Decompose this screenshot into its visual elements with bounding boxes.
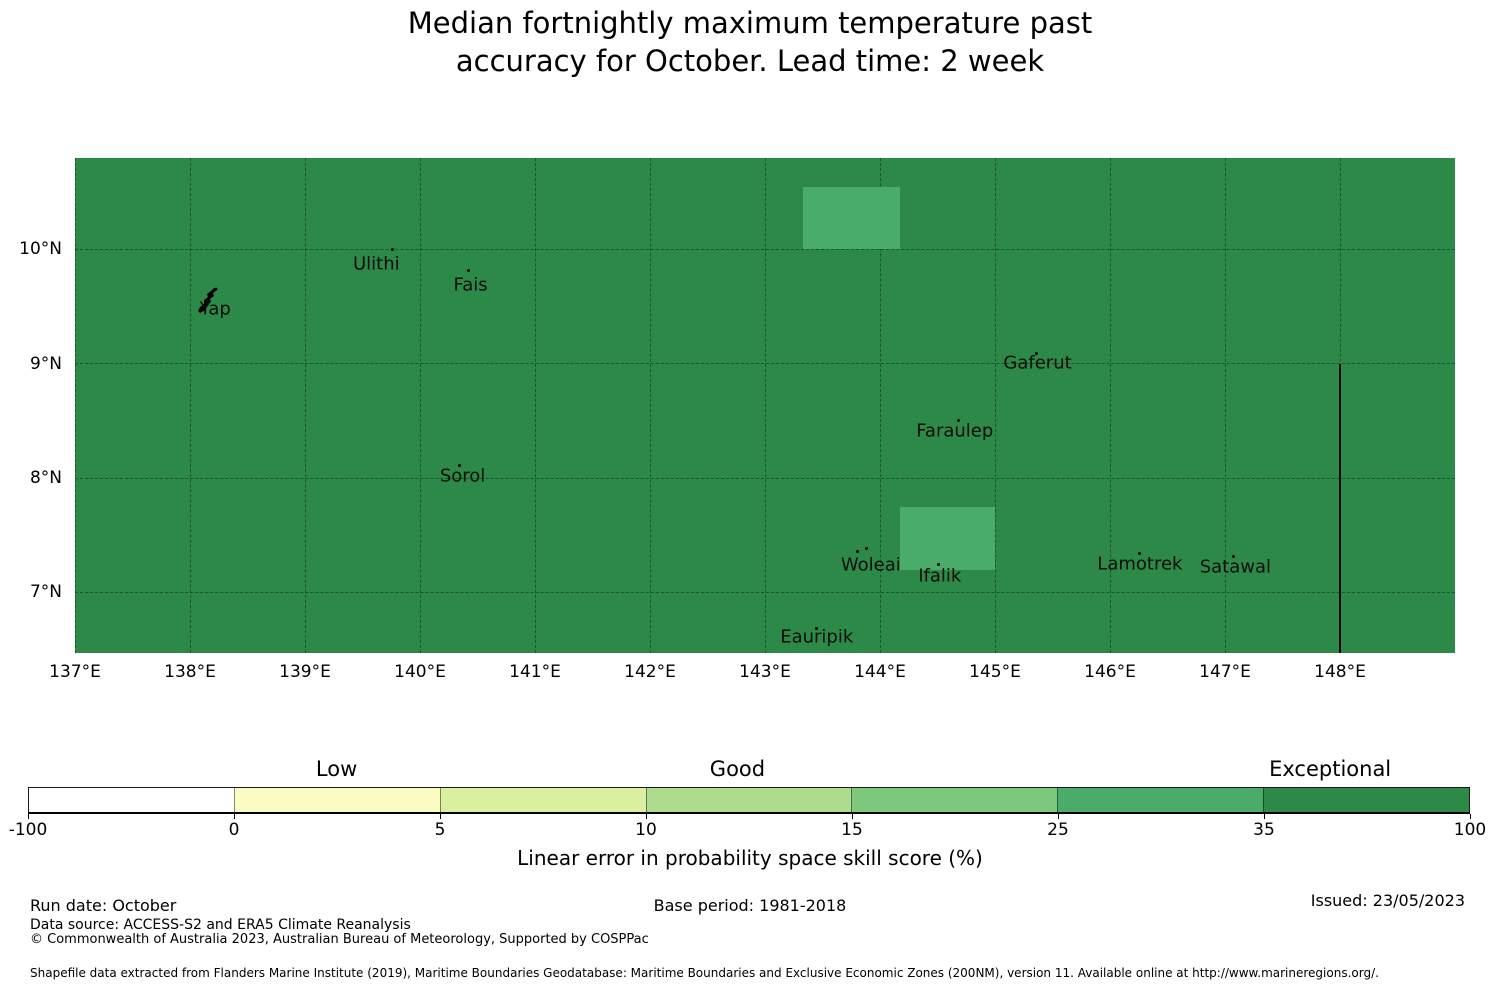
x-tick-label: 137°E — [49, 662, 101, 682]
island-label-ulithi: Ulithi — [352, 253, 400, 275]
colorbar-quality-labels: Low Good Exceptional — [28, 757, 1470, 785]
island-label-lamotrek: Lamotrek — [1097, 553, 1183, 575]
meridian-gridline — [1224, 158, 1226, 653]
colorbar-tick-label: -100 — [8, 820, 48, 840]
island-label-satawal: Satawal — [1199, 556, 1271, 578]
colorbar-tick-label: 15 — [841, 820, 863, 840]
parallel-gridline — [75, 363, 1455, 365]
colorbar-tick — [851, 814, 853, 819]
colorbar-tick — [439, 814, 441, 819]
x-tick-label: 142°E — [624, 662, 676, 682]
colorbar-quality-label-low: Low — [315, 757, 358, 781]
maritime-boundary-line — [1339, 363, 1341, 653]
parallel-gridline — [75, 477, 1455, 479]
colorbar-segment-35-100 — [1263, 788, 1470, 812]
figure-title-line1: Median fortnightly maximum temperature p… — [407, 6, 1093, 40]
meridian-gridline — [649, 158, 651, 653]
meridian-gridline — [304, 158, 306, 653]
island-marker-sorol — [457, 464, 461, 468]
base-period-text: Base period: 1981-2018 — [653, 896, 847, 915]
meridian-gridline — [189, 158, 191, 653]
copyright-text: © Commonwealth of Australia 2023, Austra… — [30, 932, 649, 947]
run-date-text: Run date: October — [30, 896, 177, 915]
colorbar-segment-0-5 — [233, 788, 440, 812]
meridian-gridline — [764, 158, 766, 653]
colorbar-tick-label: 0 — [228, 820, 240, 840]
island-marker-ulithi — [391, 247, 395, 251]
island-marker-gaferut — [1034, 351, 1038, 355]
island-label-gaferut: Gaferut — [1003, 352, 1072, 374]
colorbar-axis-label: Linear error in probability space skill … — [517, 846, 983, 870]
colorbar-tick — [233, 814, 235, 819]
x-tick-label: 141°E — [509, 662, 561, 682]
island-label-fais: Fais — [453, 274, 488, 296]
data-source-text: Data source: ACCESS-S2 and ERA5 Climate … — [30, 917, 411, 933]
colorbar-tick — [1469, 814, 1471, 819]
x-tick-label: 145°E — [969, 662, 1021, 682]
parallel-gridline — [75, 248, 1455, 250]
island-marker-satawal — [1231, 555, 1235, 559]
y-tick-label: 7°N — [29, 582, 62, 603]
meridian-gridline — [1109, 158, 1111, 653]
x-tick-label: 143°E — [739, 662, 791, 682]
figure-title-line2: accuracy for October. Lead time: 2 week — [455, 44, 1045, 78]
figure-title: Median fortnightly maximum temperature p… — [0, 4, 1500, 80]
y-axis: 10°N 9°N 8°N 7°N — [0, 158, 62, 653]
colorbar-quality-label-good: Good — [709, 757, 766, 781]
colorbar-quality-label-exceptional: Exceptional — [1269, 757, 1392, 781]
island-label-sorol: Sorol — [439, 465, 486, 487]
shapefile-note-text: Shapefile data extracted from Flanders M… — [30, 966, 1379, 980]
island-label-woleai: Woleai — [840, 554, 901, 576]
meridian-gridline — [879, 158, 881, 653]
y-tick-label: 8°N — [29, 468, 62, 489]
island-marker-woleai — [864, 547, 868, 551]
island-label-eauripik: Eauripik — [780, 626, 854, 648]
issued-date-text: Issued: 23/05/2023 — [1310, 891, 1465, 910]
island-marker-lamotrek — [1138, 552, 1142, 556]
colorbar-segment-15-25 — [851, 788, 1058, 812]
colorbar — [28, 787, 1470, 814]
colorbar-tick — [1263, 814, 1265, 819]
x-tick-label: 139°E — [279, 662, 331, 682]
x-tick-label: 147°E — [1199, 662, 1251, 682]
island-marker-fais — [466, 268, 470, 272]
meridian-gridline — [419, 158, 421, 653]
colorbar-segment-5-10 — [439, 788, 646, 812]
island-label-faraulep: Faraulep — [916, 420, 994, 442]
x-axis: 137°E 138°E 139°E 140°E 141°E 142°E 143°E 144°E… — [49, 662, 1455, 688]
colorbar-tick — [645, 814, 647, 819]
x-tick-label: 138°E — [164, 662, 216, 682]
island-marker-woleai — [855, 549, 859, 553]
colorbar-tick-label: 5 — [434, 820, 446, 840]
x-tick-label: 148°E — [1314, 662, 1366, 682]
colorbar-segment-10-15 — [645, 788, 852, 812]
parallel-gridline — [75, 591, 1455, 593]
colorbar-segment--100-0 — [29, 788, 234, 812]
colorbar-tick-label: 100 — [1453, 820, 1487, 840]
map-area: Ulithi Fais Yap Gaferut Faraulep Sorol Woleai I… — [75, 158, 1455, 653]
island-label-ifalik: Ifalik — [918, 565, 962, 587]
x-tick-label: 144°E — [854, 662, 906, 682]
meridian-gridline — [534, 158, 536, 653]
meridian-gridline — [994, 158, 996, 653]
colorbar-tick-label: 25 — [1047, 820, 1069, 840]
skill-cell-south — [899, 506, 995, 570]
x-tick-label: 146°E — [1084, 662, 1136, 682]
x-tick-label: 140°E — [394, 662, 446, 682]
meridian-gridline — [75, 158, 76, 653]
skill-cell-north — [802, 186, 900, 250]
island-marker-eauripik — [815, 627, 819, 631]
colorbar-tick-label: 35 — [1253, 820, 1275, 840]
colorbar-tick — [1057, 814, 1059, 819]
colorbar-tick-label: 10 — [635, 820, 657, 840]
y-tick-label: 9°N — [29, 353, 62, 374]
colorbar-segment-25-35 — [1057, 788, 1264, 812]
colorbar-tick — [27, 814, 29, 819]
island-label-yap: Yap — [199, 298, 231, 320]
colorbar-ticks: -100 0 5 10 15 25 35 100 — [9, 814, 1486, 854]
island-outline-yap — [195, 286, 221, 318]
island-marker-ifalik — [937, 563, 941, 567]
island-marker-faraulep — [956, 419, 960, 423]
y-tick-label: 10°N — [19, 239, 62, 260]
